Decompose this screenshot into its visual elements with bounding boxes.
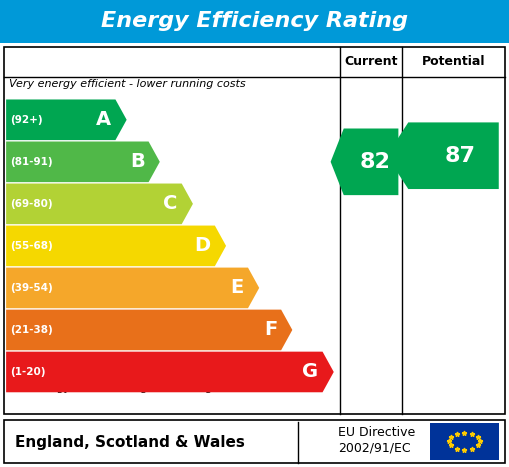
Text: A: A: [96, 110, 111, 129]
Polygon shape: [6, 184, 193, 224]
Text: Potential: Potential: [422, 56, 485, 68]
Polygon shape: [386, 122, 499, 189]
Text: (92+): (92+): [10, 115, 43, 125]
Bar: [4, 420, 505, 463]
Text: England, Scotland & Wales: England, Scotland & Wales: [15, 435, 245, 450]
Text: B: B: [130, 152, 145, 171]
Text: (69-80): (69-80): [10, 199, 53, 209]
Polygon shape: [6, 310, 292, 350]
Text: Very energy efficient - lower running costs: Very energy efficient - lower running co…: [9, 79, 245, 89]
Polygon shape: [331, 128, 399, 195]
Text: G: G: [302, 362, 319, 382]
Text: (81-91): (81-91): [10, 157, 53, 167]
Polygon shape: [6, 142, 160, 182]
Text: F: F: [264, 320, 277, 340]
Text: D: D: [194, 236, 211, 255]
Polygon shape: [6, 226, 226, 266]
Polygon shape: [6, 352, 334, 392]
Text: E: E: [231, 278, 244, 297]
Text: (39-54): (39-54): [10, 283, 53, 293]
Bar: [430, 423, 499, 460]
Text: Not energy efficient - higher running costs: Not energy efficient - higher running co…: [9, 383, 245, 393]
Text: C: C: [163, 194, 178, 213]
Text: EU Directive
2002/91/EC: EU Directive 2002/91/EC: [338, 426, 416, 454]
Text: (1-20): (1-20): [10, 367, 46, 377]
Text: (55-68): (55-68): [10, 241, 53, 251]
Bar: [0, 0, 509, 43]
Text: 82: 82: [360, 152, 390, 172]
Polygon shape: [6, 99, 127, 140]
Text: Energy Efficiency Rating: Energy Efficiency Rating: [101, 12, 408, 31]
Text: 87: 87: [445, 146, 476, 166]
Bar: [4, 47, 505, 414]
Polygon shape: [6, 268, 259, 308]
Text: (21-38): (21-38): [10, 325, 53, 335]
Text: Current: Current: [344, 56, 398, 68]
